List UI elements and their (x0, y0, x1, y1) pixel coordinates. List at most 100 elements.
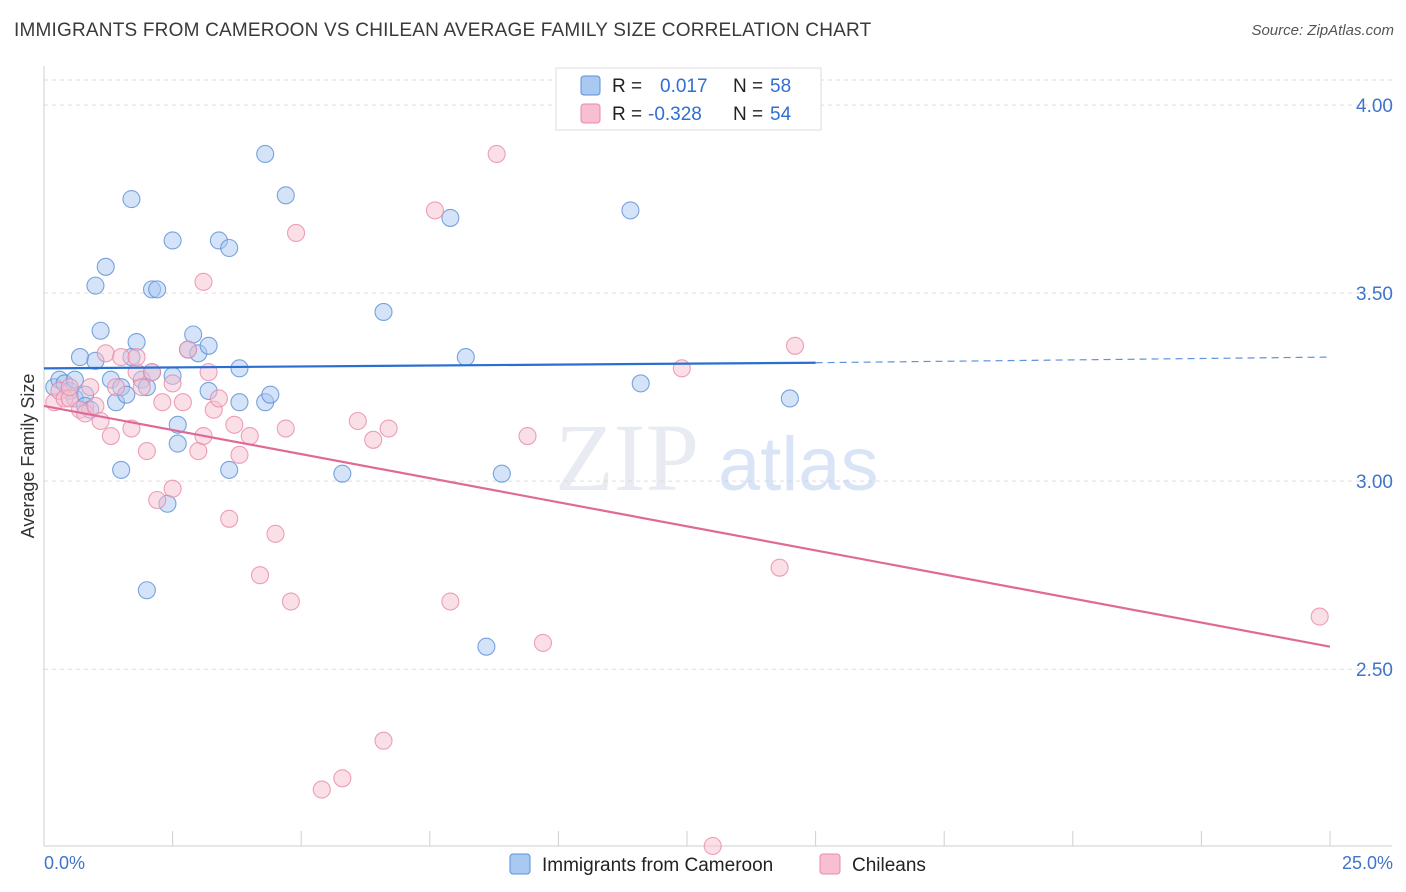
series-legend-swatch-pink (819, 853, 841, 875)
chileans-point (533, 633, 553, 652)
chileans-point (81, 378, 100, 397)
cameroon-point (91, 321, 110, 340)
chileans-point (127, 363, 146, 382)
chileans-point (86, 396, 105, 416)
chileans-point (209, 389, 228, 408)
cameroon-point (256, 144, 275, 164)
cameroon-point (122, 190, 141, 209)
chileans-point (127, 348, 146, 367)
chileans-point (425, 201, 444, 220)
chileans-point (101, 427, 120, 446)
cameroon-point (168, 434, 187, 453)
chileans-point (173, 393, 192, 412)
chileans-point (672, 359, 691, 378)
watermark-atlas: atlas (718, 422, 879, 507)
y-tick-label: 4.00 (1356, 96, 1393, 117)
points-layer (45, 144, 1329, 856)
cameroon-point (621, 201, 640, 220)
chileans-point (281, 592, 300, 611)
cameroon-point (261, 385, 280, 404)
cameroon-point (137, 581, 156, 600)
chileans-point (106, 378, 126, 397)
series-legend-label-2: Chileans (852, 855, 926, 876)
chileans-point (96, 344, 115, 363)
y-tick-label: 2.50 (1356, 660, 1393, 681)
chileans-point (703, 836, 722, 856)
cameroon-point (456, 348, 475, 367)
cameroon-point (199, 336, 218, 355)
series-legend: Immigrants from Cameroon Chileans (509, 853, 926, 876)
cameroon-trend-line (43, 361, 816, 370)
legend-n-label-1: N = (733, 76, 763, 97)
cameroon-point (631, 374, 650, 393)
chart-title: IMMIGRANTS FROM CAMEROON VS CHILEAN AVER… (14, 20, 872, 41)
cameroon-point (780, 389, 799, 408)
x-tick-label-min: 0.0% (44, 853, 85, 873)
chileans-point (142, 363, 162, 382)
legend-n-label-2: N = (733, 104, 763, 125)
legend-swatch-blue (580, 75, 601, 96)
chileans-point (137, 442, 156, 461)
x-tick-label-max: 25.0% (1342, 853, 1393, 873)
cameroon-point (70, 348, 90, 367)
chileans-point (153, 393, 172, 412)
chileans-point (189, 442, 208, 461)
chileans-point (132, 378, 151, 397)
series-legend-swatch-blue (509, 853, 531, 875)
chileans-point (348, 411, 367, 431)
chileans-point (225, 415, 244, 434)
cameroon-point (230, 359, 249, 378)
chileans-point (487, 144, 506, 164)
chileans-point (312, 780, 331, 799)
y-tick-label: 3.50 (1356, 284, 1393, 305)
cameroon-trend-extension (815, 356, 1331, 364)
legend-r-label-1: R = (612, 76, 642, 97)
chileans-point (374, 731, 393, 750)
watermark-zip: ZIP (555, 404, 699, 511)
chileans-trend-line (43, 404, 1331, 648)
cameroon-point (220, 238, 239, 258)
grid-layer (44, 79, 1392, 670)
legend-n-value-2: 54 (770, 104, 792, 125)
chileans-point (122, 419, 141, 438)
chileans-point (230, 445, 249, 464)
cameroon-point (112, 460, 131, 479)
chileans-point (194, 272, 213, 291)
ticks-layer: 2.50 3.00 3.50 4.00 0.0% 25.0% (44, 96, 1393, 873)
chileans-point (266, 524, 285, 543)
chileans-point (148, 490, 167, 510)
cameroon-point (477, 637, 496, 656)
chileans-point (1310, 607, 1329, 626)
cameroon-point (276, 186, 295, 205)
cameroon-point (184, 325, 203, 344)
watermark: ZIP atlas (555, 404, 879, 511)
stats-legend: R = 0.017 N = 58 R = -0.328 N = 54 (555, 67, 822, 131)
chileans-point (250, 566, 270, 585)
chileans-point (518, 427, 537, 446)
cameroon-point (374, 302, 393, 321)
cameroon-point (168, 415, 187, 434)
chileans-point (163, 374, 182, 393)
chileans-point (220, 509, 239, 528)
legend-n-value-1: 58 (770, 76, 791, 97)
chileans-point (785, 336, 805, 355)
chileans-point (379, 419, 398, 438)
chileans-point (178, 340, 198, 359)
chileans-point (287, 223, 306, 243)
legend-swatch-pink (580, 103, 601, 124)
chileans-point (276, 419, 295, 438)
chileans-point (770, 558, 789, 577)
chileans-point (163, 479, 182, 498)
chileans-point (60, 378, 79, 397)
chart-source: Source: ZipAtlas.com (1251, 22, 1394, 39)
trend-layer (43, 356, 1331, 648)
y-axis-label: Average Family Size (18, 374, 38, 539)
chileans-point (112, 348, 131, 367)
cameroon-point (441, 208, 460, 227)
chileans-point (364, 430, 383, 449)
series-legend-label-1: Immigrants from Cameroon (542, 855, 773, 876)
cameroon-point (163, 231, 182, 250)
cameroon-point (230, 393, 249, 412)
legend-r-value-2: -0.328 (648, 104, 702, 125)
